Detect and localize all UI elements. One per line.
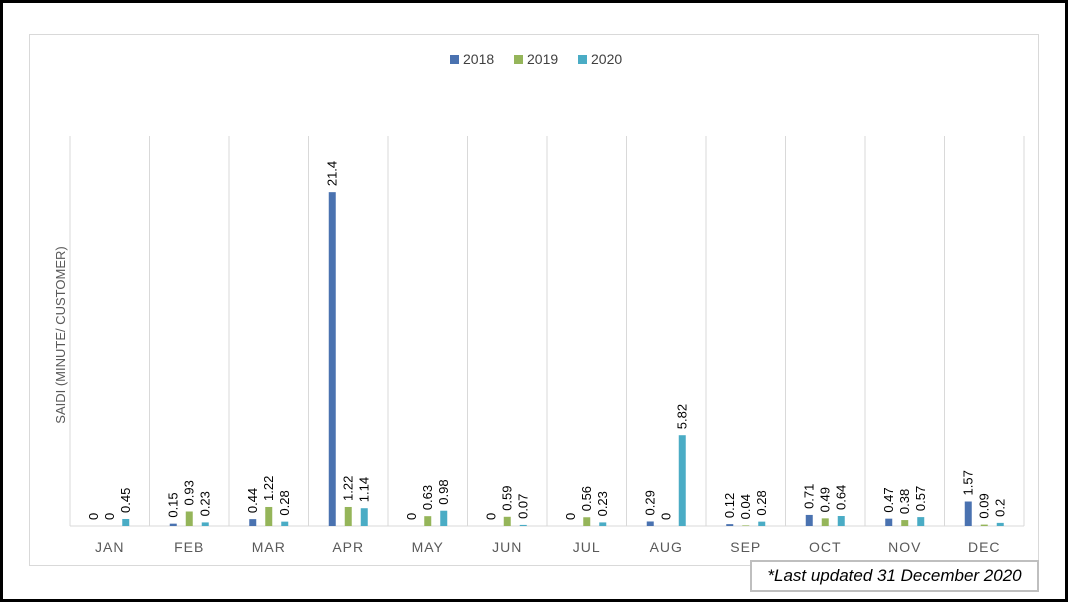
data-label-2018-jan: 0 bbox=[86, 513, 101, 520]
x-tick-label-apr: APR bbox=[332, 539, 364, 555]
x-tick-label-feb: FEB bbox=[174, 539, 204, 555]
data-label-2020-jun: 0.07 bbox=[515, 494, 530, 519]
data-label-2019-dec: 0.09 bbox=[976, 493, 991, 518]
bar-2019-jul bbox=[583, 517, 591, 526]
legend-swatch-2019 bbox=[514, 55, 523, 64]
bar-2019-nov bbox=[901, 520, 909, 526]
last-updated-note: *Last updated 31 December 2020 bbox=[750, 560, 1039, 592]
bar-2019-sep bbox=[742, 525, 750, 526]
bar-2020-mar bbox=[281, 521, 289, 526]
bar-2019-may bbox=[424, 516, 432, 526]
legend-label-2020: 2020 bbox=[591, 51, 622, 67]
bar-2018-dec bbox=[964, 501, 972, 526]
bar-2020-dec bbox=[996, 522, 1004, 526]
x-tick-label-jul: JUL bbox=[573, 539, 601, 555]
bar-2018-sep bbox=[726, 524, 734, 526]
data-label-2019-jul: 0.56 bbox=[579, 486, 594, 511]
data-label-2019-oct: 0.49 bbox=[817, 487, 832, 512]
x-tick-label-jan: JAN bbox=[95, 539, 124, 555]
data-label-2020-may: 0.98 bbox=[436, 479, 451, 504]
data-label-2020-oct: 0.64 bbox=[833, 485, 848, 510]
bar-2018-nov bbox=[885, 518, 893, 526]
data-label-2019-sep: 0.04 bbox=[738, 494, 753, 519]
x-tick-label-oct: OCT bbox=[809, 539, 842, 555]
data-label-2019-apr: 1.22 bbox=[340, 476, 355, 501]
bar-2019-apr bbox=[344, 506, 352, 526]
data-label-2018-nov: 0.47 bbox=[881, 487, 896, 512]
bar-2020-jul bbox=[599, 522, 607, 526]
data-label-2019-aug: 0 bbox=[658, 513, 673, 520]
data-label-2018-feb: 0.15 bbox=[165, 492, 180, 517]
data-label-2020-jul: 0.23 bbox=[595, 491, 610, 516]
legend-label-2018: 2018 bbox=[463, 51, 494, 67]
legend-swatch-2018 bbox=[450, 55, 459, 64]
data-label-2018-dec: 1.57 bbox=[960, 470, 975, 495]
data-label-2020-jan: 0.45 bbox=[118, 488, 133, 513]
data-label-2018-sep: 0.12 bbox=[722, 493, 737, 518]
bar-2020-feb bbox=[201, 522, 209, 526]
data-label-2020-aug: 5.82 bbox=[674, 404, 689, 429]
data-label-2018-aug: 0.29 bbox=[642, 490, 657, 515]
bar-2019-jun bbox=[503, 516, 511, 526]
data-label-2018-may: 0 bbox=[404, 513, 419, 520]
bar-2018-aug bbox=[646, 521, 654, 526]
bar-2020-aug bbox=[678, 435, 686, 526]
data-label-2019-jun: 0.59 bbox=[499, 485, 514, 510]
data-label-2019-jan: 0 bbox=[102, 513, 117, 520]
x-tick-label-aug: AUG bbox=[650, 539, 683, 555]
bar-2018-feb bbox=[169, 523, 177, 526]
x-tick-label-sep: SEP bbox=[730, 539, 761, 555]
bar-2020-jun bbox=[519, 524, 527, 526]
bar-2020-jan bbox=[122, 518, 130, 526]
bar-2019-oct bbox=[821, 518, 829, 526]
legend-label-2019: 2019 bbox=[527, 51, 558, 67]
x-tick-label-nov: NOV bbox=[888, 539, 921, 555]
y-axis-label: SAIDI (MINUTE/ CUSTOMER) bbox=[53, 246, 68, 423]
bar-2019-dec bbox=[980, 524, 988, 526]
data-label-2019-mar: 1.22 bbox=[261, 476, 276, 501]
chart-area: SAIDI (MINUTE/ CUSTOMER) 2018 2019 2020 0 0 0.… bbox=[29, 34, 1039, 566]
bar-2018-oct bbox=[805, 514, 813, 526]
data-label-2020-apr: 1.14 bbox=[356, 477, 371, 502]
data-label-2019-nov: 0.38 bbox=[897, 489, 912, 514]
bar-2019-mar bbox=[265, 506, 273, 526]
bar-2020-may bbox=[440, 510, 448, 526]
data-label-2020-sep: 0.28 bbox=[754, 490, 769, 515]
bar-2020-apr bbox=[360, 508, 368, 526]
data-label-2018-oct: 0.71 bbox=[801, 484, 816, 509]
data-label-2019-feb: 0.93 bbox=[181, 480, 196, 505]
x-tick-label-may: MAY bbox=[412, 539, 444, 555]
x-tick-label-mar: MAR bbox=[252, 539, 286, 555]
bar-2018-mar bbox=[249, 519, 257, 526]
bar-2018-apr bbox=[328, 192, 336, 526]
data-label-2020-nov: 0.57 bbox=[913, 486, 928, 511]
data-label-2020-mar: 0.28 bbox=[277, 490, 292, 515]
legend-swatch-2020 bbox=[578, 55, 587, 64]
data-label-2018-jun: 0 bbox=[483, 513, 498, 520]
bar-2020-sep bbox=[758, 521, 766, 526]
data-label-2018-jul: 0 bbox=[563, 513, 578, 520]
x-tick-label-jun: JUN bbox=[492, 539, 522, 555]
bar-2020-nov bbox=[917, 517, 925, 526]
data-label-2018-apr: 21.4 bbox=[324, 161, 339, 186]
data-label-2018-mar: 0.44 bbox=[245, 488, 260, 513]
data-label-2019-may: 0.63 bbox=[420, 485, 435, 510]
data-label-2020-dec: 0.2 bbox=[992, 499, 1007, 517]
bar-2020-oct bbox=[837, 516, 845, 526]
x-tick-label-dec: DEC bbox=[968, 539, 1001, 555]
data-label-2020-feb: 0.23 bbox=[197, 491, 212, 516]
bar-2019-feb bbox=[185, 511, 193, 526]
